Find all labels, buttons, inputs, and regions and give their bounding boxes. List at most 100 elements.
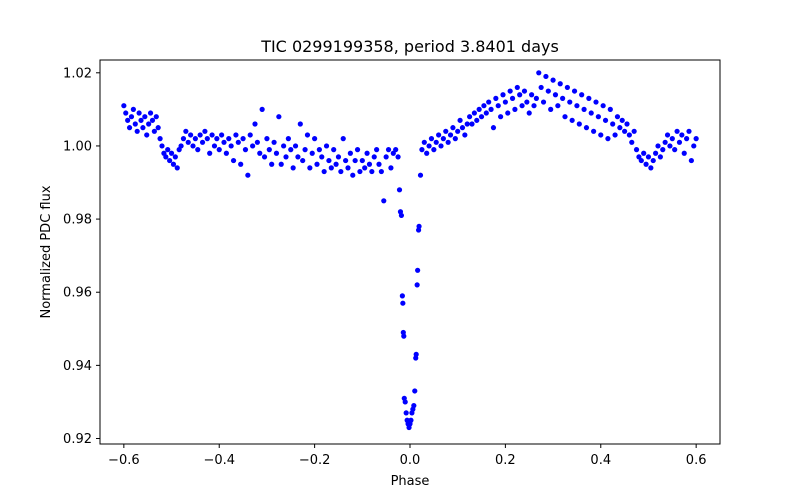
x-axis-label: Phase xyxy=(391,474,430,489)
data-point xyxy=(292,143,299,149)
data-point xyxy=(502,99,508,105)
data-point xyxy=(304,132,311,138)
data-point xyxy=(347,150,353,156)
y-tick-label: 0.96 xyxy=(63,286,92,301)
x-axis: −0.6 −0.4 −0.2 0.0 0.2 0.4 0.6 xyxy=(108,444,706,468)
data-point xyxy=(178,143,184,149)
data-point xyxy=(591,128,597,134)
data-point xyxy=(653,150,659,156)
y-tick-label: 0.94 xyxy=(63,359,92,374)
data-point xyxy=(550,77,556,83)
data-point xyxy=(273,150,280,156)
data-point xyxy=(436,132,442,138)
data-point xyxy=(505,110,511,116)
data-point xyxy=(569,117,575,123)
data-point xyxy=(165,147,171,153)
data-point xyxy=(378,168,384,175)
data-point xyxy=(199,139,206,145)
data-point xyxy=(333,161,339,167)
data-point xyxy=(163,154,169,160)
data-point xyxy=(312,136,318,142)
data-point xyxy=(536,70,542,76)
y-tick-label: 0.98 xyxy=(63,213,92,228)
data-point xyxy=(383,154,389,160)
data-point xyxy=(595,114,601,120)
data-point xyxy=(495,103,501,109)
data-point xyxy=(136,110,142,116)
data-point xyxy=(631,128,637,134)
data-point xyxy=(319,154,325,160)
data-point xyxy=(180,136,187,142)
data-point xyxy=(693,136,699,142)
data-point xyxy=(428,136,435,142)
data-point xyxy=(419,147,425,153)
data-point xyxy=(500,92,506,98)
data-point xyxy=(486,99,492,105)
data-point xyxy=(207,150,213,156)
data-points xyxy=(121,70,699,431)
data-point xyxy=(247,132,253,138)
data-point xyxy=(567,99,573,105)
data-point xyxy=(125,117,131,123)
data-point xyxy=(192,136,198,142)
data-point xyxy=(605,136,611,142)
data-point xyxy=(581,106,587,112)
data-point xyxy=(560,95,566,101)
data-point xyxy=(388,165,394,171)
data-point xyxy=(354,147,361,153)
data-point xyxy=(326,157,332,164)
data-point xyxy=(641,150,647,156)
data-point xyxy=(509,95,516,101)
data-point xyxy=(614,114,621,120)
data-point xyxy=(529,92,535,98)
data-point xyxy=(664,132,671,138)
data-point xyxy=(362,165,368,171)
data-point xyxy=(128,114,135,120)
data-point xyxy=(290,165,296,171)
data-point xyxy=(371,154,377,160)
data-point xyxy=(464,121,470,127)
data-point xyxy=(602,117,609,123)
data-point xyxy=(688,157,694,164)
data-point xyxy=(545,88,551,94)
data-point xyxy=(657,154,663,160)
data-point xyxy=(607,106,613,112)
data-point xyxy=(132,121,138,127)
data-point xyxy=(438,143,444,149)
data-point xyxy=(401,333,407,339)
data-point xyxy=(411,403,417,409)
data-point xyxy=(338,168,344,175)
x-tick-label: 0.6 xyxy=(686,453,707,468)
data-point xyxy=(414,282,420,288)
data-point xyxy=(223,150,229,156)
data-point xyxy=(204,136,210,142)
y-tick-label: 1.02 xyxy=(63,66,92,81)
data-point xyxy=(147,110,154,116)
x-tick-label: −0.2 xyxy=(299,453,331,468)
x-tick-label: −0.6 xyxy=(108,453,140,468)
data-point xyxy=(481,103,487,109)
data-point xyxy=(476,106,482,112)
x-tick-label: 0.2 xyxy=(495,453,516,468)
data-point xyxy=(400,300,406,306)
data-point xyxy=(555,103,561,109)
data-point xyxy=(393,147,399,153)
data-point xyxy=(650,157,656,164)
data-point xyxy=(276,114,282,120)
data-point xyxy=(552,92,559,98)
data-point xyxy=(278,161,284,167)
data-point xyxy=(283,154,289,160)
data-point xyxy=(469,121,475,127)
data-point xyxy=(686,128,692,134)
data-point xyxy=(307,165,313,171)
data-point xyxy=(413,351,419,357)
data-point xyxy=(416,223,422,229)
data-point xyxy=(366,161,373,167)
data-point xyxy=(226,136,232,142)
data-point xyxy=(146,121,152,127)
data-point xyxy=(426,143,432,149)
data-point xyxy=(610,121,616,127)
x-tick-label: 0.0 xyxy=(400,453,421,468)
data-point xyxy=(526,110,532,116)
